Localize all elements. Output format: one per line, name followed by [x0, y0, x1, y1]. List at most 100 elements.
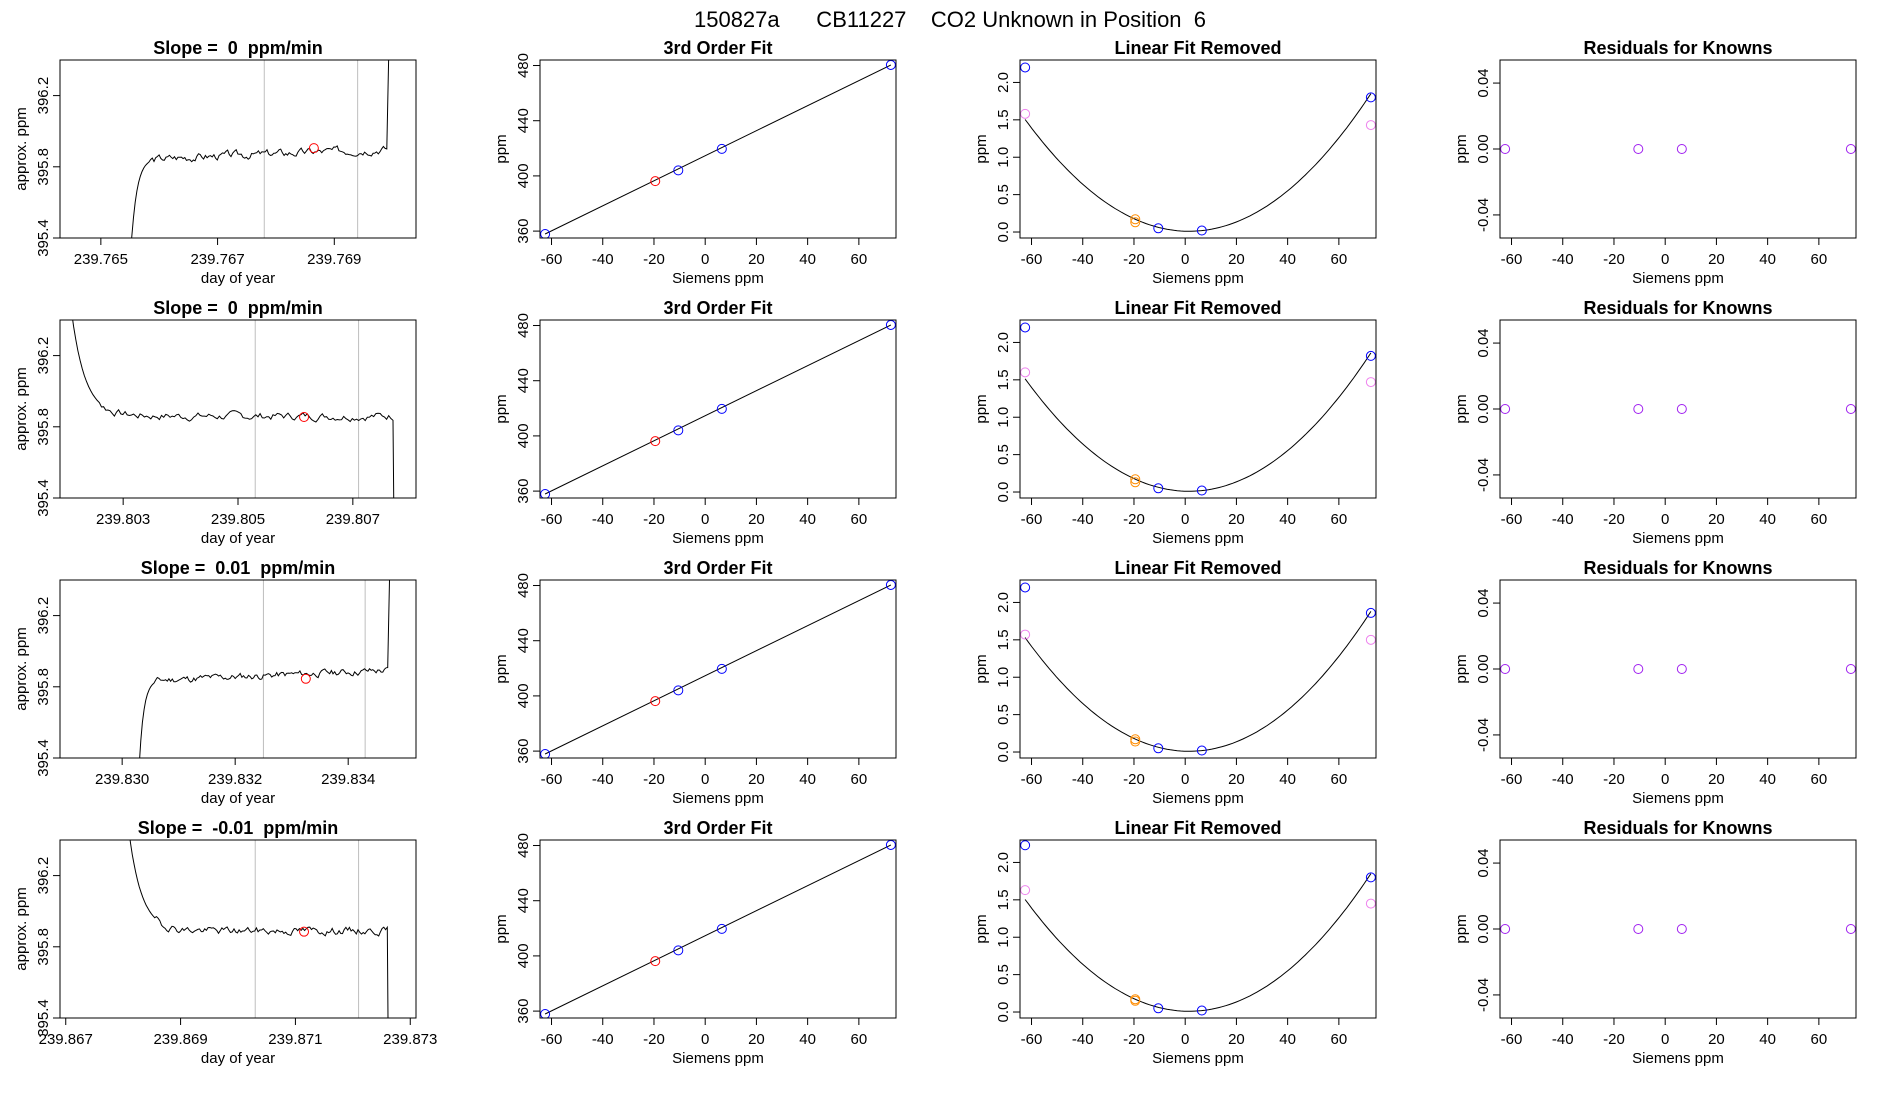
x-tick-label: 239.803: [96, 511, 150, 528]
y-tick-label: 395.8: [35, 928, 52, 966]
data-point: [1020, 885, 1031, 896]
data-point: [540, 1008, 551, 1018]
panel-r4-c3: Linear Fit Removed -60 -40 -20 0 20 40 60 Siemen…: [973, 818, 1377, 1067]
y-tick-label: 400: [515, 943, 532, 968]
data-point: [1676, 144, 1687, 154]
x-tick-label: 20: [1708, 251, 1725, 268]
data-point: [1365, 350, 1376, 361]
plot-marks: [1020, 582, 1376, 756]
data-point: [673, 685, 684, 696]
panel-title: Linear Fit Removed: [1114, 818, 1281, 838]
y-axis-label: ppm: [493, 654, 510, 683]
x-tick-label: -40: [1552, 771, 1574, 788]
plot-marks: [540, 840, 896, 1018]
y-tick-label: 360: [515, 739, 532, 764]
panel-title: Slope = -0.01 ppm/min: [138, 818, 339, 838]
x-tick-label: -40: [1072, 771, 1094, 788]
y-tick-label: 360: [515, 479, 532, 504]
x-tick-label: -20: [643, 1031, 665, 1048]
x-tick-label: 40: [1759, 511, 1776, 528]
x-tick-label: 0: [1181, 251, 1189, 268]
mean-point: [299, 412, 310, 423]
y-tick-label: 440: [515, 108, 532, 133]
x-tick-label: 239.830: [95, 771, 149, 788]
panel-r1-c1: Slope = 0 ppm/min 239.765 239.767 239.769 da…: [13, 38, 417, 287]
panel-title: Slope = 0 ppm/min: [153, 38, 323, 58]
x-tick-label: 40: [799, 771, 816, 788]
x-tick-label: -20: [1603, 511, 1625, 528]
x-tick-label: 0: [1181, 1031, 1189, 1048]
data-point: [540, 748, 551, 758]
panel-r2-c3: Linear Fit Removed -60 -40 -20 0 20 40 60 Siemen…: [973, 298, 1377, 547]
x-tick-label: 40: [1759, 251, 1776, 268]
data-point: [1020, 582, 1031, 593]
x-tick-label: -60: [1501, 771, 1523, 788]
panel-r4-c1: Slope = -0.01 ppm/min 239.867 239.869 239.8…: [13, 818, 437, 1067]
y-tick-label: 2.0: [995, 72, 1012, 93]
data-point: [650, 436, 661, 447]
x-tick-label: -60: [1021, 1031, 1043, 1048]
y-tick-label: 1.0: [995, 927, 1012, 948]
x-tick-label: -40: [592, 1031, 614, 1048]
panel-title: Linear Fit Removed: [1114, 298, 1281, 318]
y-tick-label: 1.0: [995, 147, 1012, 168]
plot-frame: [1499, 579, 1857, 759]
y-tick-label: -0.04: [1475, 978, 1492, 1012]
y-tick-label: 0.0: [995, 222, 1012, 243]
x-tick-label: -20: [1603, 771, 1625, 788]
x-tick-label: 20: [748, 251, 765, 268]
data-point: [1020, 108, 1031, 119]
y-tick-label: 396.2: [35, 857, 52, 895]
x-axis-label: Siemens ppm: [1632, 270, 1724, 287]
x-axis-label: Siemens ppm: [672, 530, 764, 547]
y-tick-label: 0.5: [995, 444, 1012, 465]
data-point: [1676, 664, 1687, 674]
y-tick-label: 0.04: [1475, 68, 1492, 97]
y-axis-label: ppm: [973, 914, 990, 943]
x-tick-label: 60: [851, 251, 868, 268]
y-tick-label: 480: [515, 53, 532, 78]
data-point: [1020, 629, 1031, 640]
x-tick-label: -60: [1021, 511, 1043, 528]
x-tick-label: -60: [1021, 251, 1043, 268]
data-point: [1365, 898, 1376, 909]
y-axis-label: ppm: [1453, 654, 1470, 683]
data-point: [716, 663, 727, 674]
y-tick-label: 0.5: [995, 184, 1012, 205]
x-tick-label: 40: [1279, 771, 1296, 788]
x-tick-label: -60: [1021, 771, 1043, 788]
x-tick-label: 239.871: [268, 1031, 322, 1048]
y-tick-label: 0.04: [1475, 848, 1492, 877]
x-tick-label: -60: [1501, 251, 1523, 268]
plot-frame: [539, 59, 897, 239]
data-point: [1676, 924, 1687, 934]
plot-frame: [1019, 59, 1377, 239]
y-tick-label: 396.2: [35, 77, 52, 115]
y-axis-label: ppm: [493, 394, 510, 423]
data-point: [1500, 404, 1511, 414]
data-point: [1020, 62, 1031, 73]
data-point: [1196, 225, 1207, 236]
x-tick-label: 20: [748, 1031, 765, 1048]
x-tick-label: -60: [541, 251, 563, 268]
y-axis-label: ppm: [493, 914, 510, 943]
ppm-trace: [139, 580, 391, 758]
plot-frame: [1019, 579, 1377, 759]
y-tick-label: 395.8: [35, 148, 52, 186]
plot-frame: [1499, 839, 1857, 1019]
panel-grid: Slope = 0 ppm/min 239.765 239.767 239.769 da…: [13, 38, 1857, 1067]
figure-title: 150827a CB11227 CO2 Unknown in Position …: [694, 7, 1206, 32]
y-tick-label: 440: [515, 368, 532, 393]
ppm-trace: [72, 320, 395, 498]
x-tick-label: -20: [1603, 251, 1625, 268]
plot-marks: [1020, 62, 1376, 236]
x-tick-label: -40: [1552, 251, 1574, 268]
x-tick-label: 60: [851, 771, 868, 788]
plot-frame: [539, 319, 897, 499]
data-point: [1365, 92, 1376, 103]
panel-title: Residuals for Knowns: [1583, 38, 1772, 58]
y-axis-label: ppm: [973, 654, 990, 683]
x-tick-label: 40: [1279, 1031, 1296, 1048]
mean-point: [308, 143, 319, 154]
